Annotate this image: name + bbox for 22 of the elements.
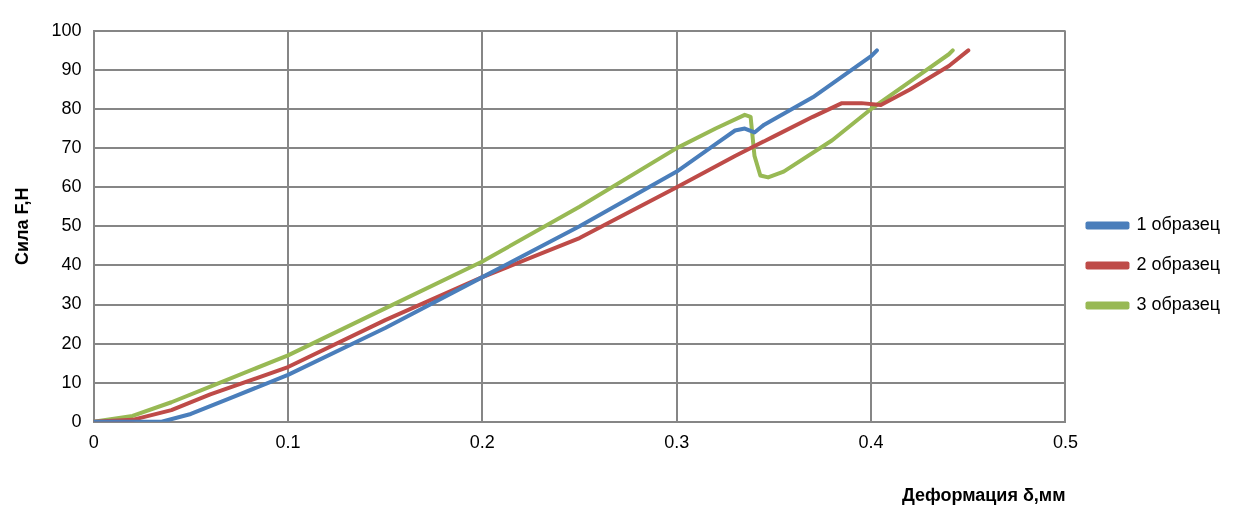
legend-label: 2 образец (1136, 254, 1221, 275)
y-tick-label: 20 (61, 332, 82, 353)
y-tick-label: 90 (61, 58, 82, 79)
y-tick-label: 40 (61, 254, 82, 275)
x-tick-label: 0 (88, 431, 99, 452)
y-tick-label: 60 (61, 176, 82, 197)
x-tick-label: 0.4 (858, 431, 884, 452)
y-tick-label: 80 (61, 97, 82, 118)
x-tick-label: 0.1 (275, 431, 301, 452)
y-tick-label: 70 (61, 137, 82, 158)
y-tick-label: 100 (51, 19, 82, 40)
y-tick-label: 30 (61, 293, 82, 314)
x-axis-title: Деформация δ,мм (901, 485, 1066, 506)
y-tick-label: 10 (61, 371, 82, 392)
y-tick-label: 50 (61, 215, 82, 236)
x-tick-label: 0.3 (664, 431, 690, 452)
y-tick-label: 0 (71, 410, 82, 431)
legend-label: 3 образец (1136, 294, 1221, 315)
x-tick-label: 0.5 (1052, 431, 1078, 452)
y-axis-title: Сила F,Н (11, 187, 32, 266)
x-tick-label: 0.2 (469, 431, 495, 452)
legend-label: 1 образец (1136, 214, 1221, 235)
